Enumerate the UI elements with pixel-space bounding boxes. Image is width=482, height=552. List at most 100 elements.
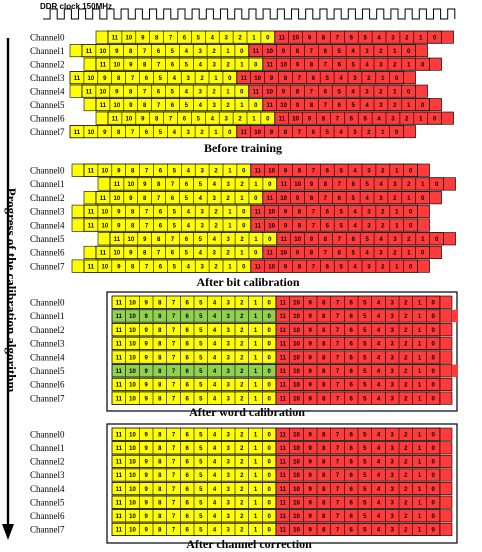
bit-label: 11 bbox=[255, 210, 262, 216]
bit-label: 6 bbox=[185, 500, 189, 506]
bit-label: 6 bbox=[350, 35, 354, 41]
bit-label: 6 bbox=[171, 103, 175, 109]
bit-label: 5 bbox=[197, 116, 201, 122]
bit-label: 5 bbox=[199, 369, 203, 375]
bit-label: 2 bbox=[212, 49, 216, 55]
bit-label: 4 bbox=[377, 116, 381, 122]
leading-bit bbox=[71, 259, 85, 273]
channel-row: Channel7 11 10 9 8 7 6 5 4 3 2 1 0 11 10 9 8 7 6 5 4 3 2 1 0 bbox=[30, 125, 416, 139]
bit-label: 2 bbox=[200, 130, 204, 136]
bit-label: 4 bbox=[351, 49, 355, 55]
bit-label: 3 bbox=[390, 328, 394, 334]
bit-label: 6 bbox=[349, 473, 353, 479]
bit-label: 2 bbox=[404, 369, 408, 375]
bit-label: 0 bbox=[266, 116, 270, 122]
trailing-bit bbox=[417, 218, 430, 232]
bit-label: 1 bbox=[418, 460, 422, 466]
channel-row: Channel2 11 10 9 8 7 6 5 4 3 2 1 0 11 10 9 8 7 6 5 4 3 2 1 0 bbox=[30, 57, 442, 71]
bit-label: 9 bbox=[144, 500, 148, 506]
bit-label: 5 bbox=[363, 432, 367, 438]
panel-1: Channel0 11 10 9 8 7 6 5 4 3 2 1 0 11 10 9 8 7 6 5 4 3 2 1 0Chan… bbox=[30, 163, 456, 273]
bit-label: 11 bbox=[116, 487, 123, 493]
bit-label: 4 bbox=[187, 210, 191, 216]
bit-label: 6 bbox=[349, 528, 353, 534]
bit-label: 9 bbox=[282, 49, 286, 55]
bit-label: 9 bbox=[144, 528, 148, 534]
bit-label: 10 bbox=[126, 116, 133, 122]
bit-label: 10 bbox=[129, 500, 136, 506]
bit-label: 6 bbox=[324, 49, 328, 55]
bit-label: 10 bbox=[102, 264, 109, 270]
bit-label: 9 bbox=[296, 62, 300, 68]
bit-label: 1 bbox=[393, 89, 397, 95]
bit-label: 2 bbox=[240, 300, 244, 306]
channel-label: Channel0 bbox=[30, 297, 65, 307]
bit-label: 1 bbox=[214, 130, 218, 136]
bit-label: 5 bbox=[185, 62, 189, 68]
bit-label: 10 bbox=[280, 251, 287, 257]
bit-label: 4 bbox=[365, 103, 369, 109]
channel-label: Channel6 bbox=[30, 248, 65, 258]
channel-row: Channel1 11 10 9 8 7 6 5 4 3 2 1 0 11 10 9 8 7 6 5 4 3 2 1 0 bbox=[30, 309, 458, 323]
bit-label: 11 bbox=[116, 500, 123, 506]
bit-label: 3 bbox=[226, 328, 230, 334]
bit-label: 2 bbox=[381, 223, 385, 229]
bit-label: 7 bbox=[336, 342, 340, 348]
bit-label: 8 bbox=[298, 223, 302, 229]
bit-label: 9 bbox=[270, 130, 274, 136]
bit-label: 2 bbox=[381, 168, 385, 174]
bit-label: 1 bbox=[421, 182, 425, 188]
channel-label: Channel6 bbox=[30, 511, 65, 521]
bit-label: 4 bbox=[377, 300, 381, 306]
bit-label: 0 bbox=[242, 223, 246, 229]
bit-label: 9 bbox=[129, 196, 133, 202]
word-current: 11 10 9 8 7 6 5 4 3 2 1 0 bbox=[250, 204, 419, 219]
bit-label: 11 bbox=[280, 355, 287, 361]
bit-label: 1 bbox=[418, 383, 422, 389]
bit-label: 11 bbox=[279, 116, 286, 122]
bit-label: 3 bbox=[212, 62, 216, 68]
word-current: 11 10 9 8 7 6 5 4 3 2 1 0 bbox=[250, 163, 419, 177]
bit-label: 5 bbox=[199, 446, 203, 452]
bit-label: 4 bbox=[377, 342, 381, 348]
channel-label: Channel4 bbox=[30, 352, 65, 362]
channel-row: Channel4 11 10 9 8 7 6 5 4 3 2 1 0 11 10 9 8 7 6 5 4 3 2 1 0 bbox=[30, 481, 453, 496]
bit-label: 9 bbox=[129, 62, 133, 68]
bit-label: 10 bbox=[114, 62, 121, 68]
bit-label: 5 bbox=[337, 89, 341, 95]
bit-label: 9 bbox=[117, 168, 121, 174]
channel-row: Channel2 11 10 9 8 7 6 5 4 3 2 1 0 11 10 9 8 7 6 5 4 3 2 1 0 bbox=[30, 190, 442, 205]
bit-label: 11 bbox=[116, 314, 123, 320]
panel-3: Channel0 11 10 9 8 7 6 5 4 3 2 1 0 11 10 9 8 7 6 5 4 3 2 1 0Chan… bbox=[30, 423, 458, 544]
bit-label: 10 bbox=[293, 460, 300, 466]
bit-label: 7 bbox=[324, 62, 328, 68]
bit-label: 2 bbox=[404, 514, 408, 520]
bit-label: 11 bbox=[116, 432, 123, 438]
bit-label: 9 bbox=[310, 182, 314, 188]
bit-label: 5 bbox=[363, 396, 367, 402]
bit-label: 2 bbox=[200, 76, 204, 82]
bit-label: 4 bbox=[187, 168, 191, 174]
channel-row: Channel4 11 10 9 8 7 6 5 4 3 2 1 0 11 10 9 8 7 6 5 4 3 2 1 0 bbox=[30, 350, 453, 364]
bit-label: 2 bbox=[240, 237, 244, 243]
bit-label: 7 bbox=[312, 210, 316, 216]
bit-label: 5 bbox=[199, 182, 203, 188]
bit-label: 7 bbox=[336, 432, 340, 438]
bit-label: 4 bbox=[199, 103, 203, 109]
caption-after-word-calibration: After word calibration bbox=[189, 405, 305, 419]
trailing-bit bbox=[439, 441, 453, 455]
bit-label: 10 bbox=[129, 432, 136, 438]
bit-label: 0 bbox=[240, 49, 244, 55]
bit-label: 4 bbox=[365, 251, 369, 257]
bit-label: 1 bbox=[418, 300, 422, 306]
bit-label: 7 bbox=[172, 328, 176, 334]
bit-label: 0 bbox=[431, 446, 435, 452]
bit-label: 6 bbox=[145, 76, 149, 82]
bit-label: 8 bbox=[322, 528, 326, 534]
bit-label: 5 bbox=[199, 355, 203, 361]
bit-label: 11 bbox=[267, 103, 274, 109]
trailing-bit bbox=[429, 57, 442, 71]
bit-label: 3 bbox=[390, 342, 394, 348]
trailing-fade bbox=[452, 364, 458, 377]
bit-label: 1 bbox=[407, 196, 411, 202]
